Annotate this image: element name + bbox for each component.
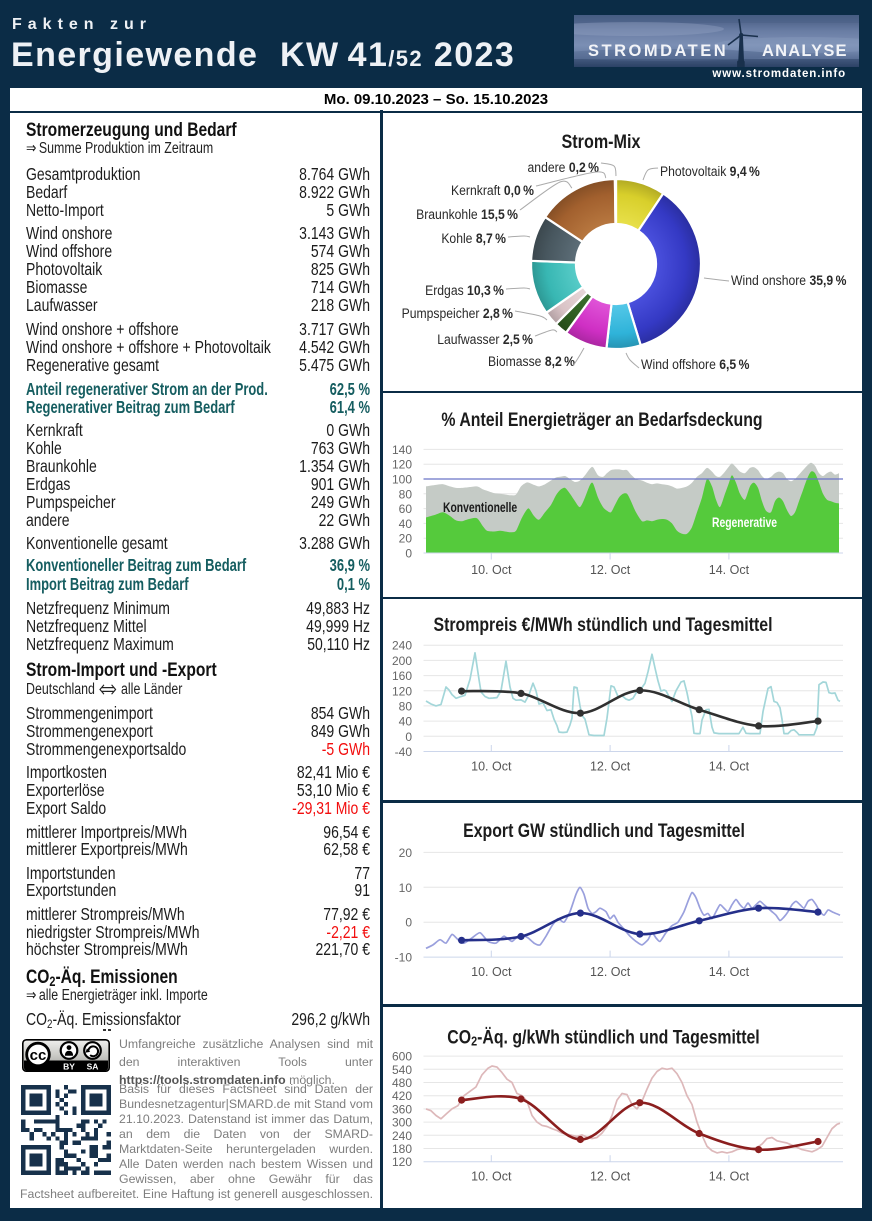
svg-text:0: 0	[405, 915, 412, 929]
svg-text:100: 100	[392, 473, 412, 487]
svg-text:Regenerative: Regenerative	[712, 514, 777, 530]
svg-text:10. Oct: 10. Oct	[471, 965, 512, 979]
svg-text:360: 360	[392, 1102, 412, 1116]
svg-text:14. Oct: 14. Oct	[709, 563, 750, 577]
svg-text:10. Oct: 10. Oct	[471, 563, 512, 577]
svg-text:Pumpspeicher 2,8 %: Pumpspeicher 2,8 %	[402, 305, 514, 321]
svg-text:Biomasse 8,2 %: Biomasse 8,2 %	[488, 353, 575, 369]
svg-text:180: 180	[392, 1142, 412, 1156]
svg-text:240: 240	[392, 1128, 412, 1142]
svg-text:20: 20	[399, 845, 413, 859]
svg-text:Braunkohle 15,5 %: Braunkohle 15,5 %	[416, 206, 518, 222]
svg-text:12. Oct: 12. Oct	[590, 1169, 631, 1183]
svg-text:Konventionelle: Konventionelle	[443, 499, 517, 515]
svg-text:Strompreis €/MWh stündlich und: Strompreis €/MWh stündlich und Tagesmitt…	[433, 614, 772, 636]
svg-text:Export GW stündlich und Tagesm: Export GW stündlich und Tagesmittel	[463, 819, 745, 841]
svg-text:40: 40	[399, 715, 413, 729]
svg-text:Strom-Mix: Strom-Mix	[562, 131, 641, 153]
svg-text:120: 120	[392, 684, 412, 698]
svg-text:Erdgas 10,3 %: Erdgas 10,3 %	[425, 282, 504, 298]
svg-text:420: 420	[392, 1089, 412, 1103]
svg-text:0: 0	[405, 730, 412, 744]
svg-text:14. Oct: 14. Oct	[709, 965, 750, 979]
svg-text:10. Oct: 10. Oct	[471, 1169, 512, 1183]
svg-text:Photovoltaik 9,4 %: Photovoltaik 9,4 %	[660, 163, 760, 179]
svg-text:Kernkraft 0,0 %: Kernkraft 0,0 %	[451, 182, 534, 198]
svg-text:40: 40	[399, 517, 413, 531]
svg-text:120: 120	[392, 458, 412, 472]
svg-text:0: 0	[405, 547, 412, 561]
svg-text:480: 480	[392, 1076, 412, 1090]
svg-text:20: 20	[399, 532, 413, 546]
svg-text:540: 540	[392, 1062, 412, 1076]
svg-text:cc: cc	[30, 1047, 47, 1064]
svg-text:14. Oct: 14. Oct	[709, 760, 750, 774]
svg-text:SA: SA	[87, 1062, 99, 1072]
svg-text:% Anteil Energieträger an Beda: % Anteil Energieträger an Bedarfsdeckung	[441, 409, 762, 431]
svg-text:140: 140	[392, 443, 412, 457]
svg-text:Kohle 8,7 %: Kohle 8,7 %	[441, 230, 506, 246]
svg-text:240: 240	[392, 639, 412, 653]
svg-text:Laufwasser 2,5 %: Laufwasser 2,5 %	[437, 331, 533, 347]
svg-text:160: 160	[392, 669, 412, 683]
svg-text:300: 300	[392, 1115, 412, 1129]
svg-text:STROMDATEN: STROMDATEN	[588, 42, 728, 60]
svg-text:12. Oct: 12. Oct	[590, 965, 631, 979]
svg-text:ANALYSE: ANALYSE	[762, 42, 848, 60]
svg-text:-10: -10	[395, 950, 413, 964]
svg-text:10. Oct: 10. Oct	[471, 760, 512, 774]
svg-text:80: 80	[399, 487, 413, 501]
svg-text:10: 10	[399, 880, 413, 894]
svg-text:andere 0,2 %: andere 0,2 %	[528, 159, 600, 175]
svg-text:Wind offshore 6,5 %: Wind offshore 6,5 %	[641, 356, 750, 372]
svg-text:12. Oct: 12. Oct	[590, 563, 631, 577]
svg-text:14. Oct: 14. Oct	[709, 1169, 750, 1183]
svg-text:CO2-Äq. g/kWh stündlich und Ta: CO2-Äq. g/kWh stündlich und Tagesmittel	[447, 1026, 759, 1049]
svg-text:-40: -40	[395, 745, 413, 759]
svg-text:12. Oct: 12. Oct	[590, 760, 631, 774]
svg-text:BY: BY	[63, 1062, 75, 1072]
svg-text:600: 600	[392, 1049, 412, 1063]
svg-text:80: 80	[399, 699, 413, 713]
svg-text:Wind onshore 35,9 %: Wind onshore 35,9 %	[731, 272, 847, 288]
svg-text:120: 120	[392, 1155, 412, 1169]
svg-text:200: 200	[392, 654, 412, 668]
svg-text:60: 60	[399, 502, 413, 516]
